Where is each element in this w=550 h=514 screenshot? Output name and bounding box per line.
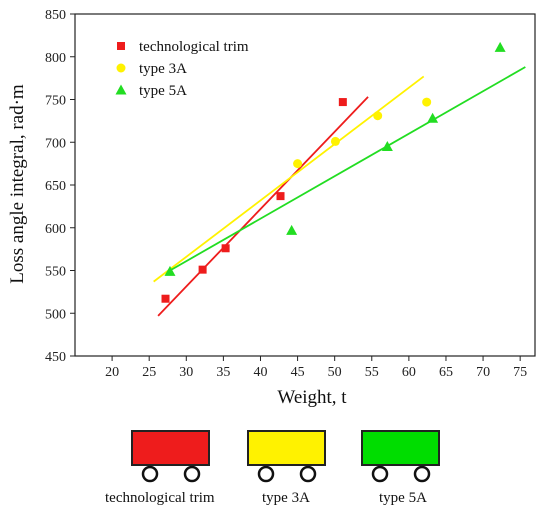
data-point-series-1 bbox=[373, 111, 383, 121]
x-tick-label: 35 bbox=[216, 365, 230, 380]
wagon-icon bbox=[361, 430, 440, 483]
x-tick-label: 25 bbox=[142, 365, 156, 380]
data-point-series-2 bbox=[381, 141, 393, 152]
loss-angle-chart: 20 25 30 35 40 45 50 55 60 65 70 75 450 500 550 600 650 7… bbox=[7, 8, 536, 408]
wagon-label-technological-trim: technological trim bbox=[105, 490, 215, 506]
x-tick-label: 65 bbox=[439, 365, 453, 380]
fit-line-series-2 bbox=[168, 66, 526, 273]
wagon-body bbox=[131, 430, 210, 466]
y-tick-label: 800 bbox=[45, 51, 66, 66]
wagon-type-5a bbox=[361, 430, 441, 489]
data-point-series-0 bbox=[161, 294, 170, 303]
y-tick-label: 850 bbox=[45, 8, 66, 23]
data-point-series-1 bbox=[330, 136, 340, 146]
wagon-wheel bbox=[371, 465, 389, 483]
x-tick-label: 70 bbox=[476, 365, 490, 380]
legend-label-series-2: type 5A bbox=[139, 83, 187, 99]
data-point-series-2 bbox=[164, 265, 176, 276]
wagon-wheel bbox=[257, 465, 275, 483]
data-point-series-0 bbox=[221, 244, 230, 253]
data-point-series-2 bbox=[286, 224, 298, 235]
wagon-wheel bbox=[183, 465, 201, 483]
x-tick-label: 60 bbox=[402, 365, 416, 380]
data-point-series-2 bbox=[494, 41, 506, 52]
legend-marker-series-2 bbox=[115, 84, 127, 95]
wagon-icon bbox=[131, 430, 210, 483]
wagon-type-3a bbox=[247, 430, 327, 489]
wagon-icon bbox=[247, 430, 326, 483]
x-axis-title: Weight, t bbox=[277, 387, 347, 408]
y-tick-label: 750 bbox=[45, 94, 66, 109]
wagon-technological-trim bbox=[131, 430, 211, 489]
x-tick-label: 45 bbox=[291, 365, 305, 380]
wagon-body bbox=[247, 430, 326, 466]
wagon-label-type-3a: type 3A bbox=[262, 490, 310, 506]
ticks: 20 25 30 35 40 45 50 55 60 65 70 75 450 500 550 600 650 7… bbox=[45, 8, 527, 380]
x-tick-label: 40 bbox=[253, 365, 267, 380]
wagon-wheel bbox=[413, 465, 431, 483]
y-tick-label: 550 bbox=[45, 265, 66, 280]
x-tick-label: 50 bbox=[328, 365, 342, 380]
x-tick-label: 30 bbox=[179, 365, 193, 380]
wagon-body bbox=[361, 430, 440, 466]
data-points bbox=[161, 41, 506, 303]
wagon-wheel bbox=[141, 465, 159, 483]
y-tick-label: 650 bbox=[45, 179, 66, 194]
y-tick-label: 450 bbox=[45, 350, 66, 365]
data-point-series-2 bbox=[427, 112, 439, 123]
legend-label-series-1: type 3A bbox=[139, 61, 187, 77]
data-point-series-0 bbox=[198, 265, 207, 274]
wagon-label-type-5a: type 5A bbox=[379, 490, 427, 506]
fit-line-series-0 bbox=[157, 96, 369, 317]
legend-marker-series-0 bbox=[117, 42, 125, 50]
data-point-series-0 bbox=[338, 98, 347, 107]
x-tick-label: 75 bbox=[513, 365, 527, 380]
y-axis-title: Loss angle integral, rad·m bbox=[7, 84, 28, 284]
data-point-series-1 bbox=[422, 97, 432, 107]
wagon-wheel bbox=[299, 465, 317, 483]
y-tick-label: 700 bbox=[45, 136, 66, 151]
legend: technological trim type 3A type 5A bbox=[115, 39, 249, 99]
data-point-series-1 bbox=[293, 159, 303, 169]
legend-marker-series-1 bbox=[116, 63, 126, 73]
fit-lines bbox=[153, 66, 526, 317]
fit-line-series-1 bbox=[153, 75, 425, 283]
y-tick-label: 600 bbox=[45, 222, 66, 237]
legend-label-series-0: technological trim bbox=[139, 39, 249, 55]
data-point-series-0 bbox=[276, 192, 285, 201]
x-tick-label: 55 bbox=[365, 365, 379, 380]
x-tick-label: 20 bbox=[105, 365, 119, 380]
y-tick-label: 500 bbox=[45, 307, 66, 322]
